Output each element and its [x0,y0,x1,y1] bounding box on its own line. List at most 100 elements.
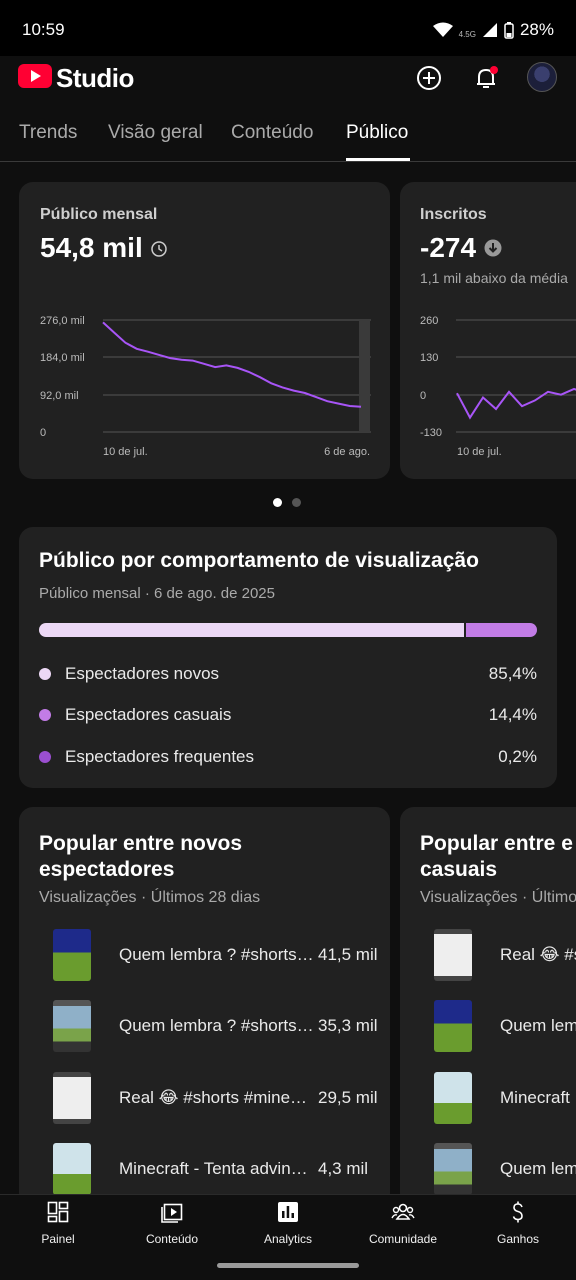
status-time: 10:59 [22,20,65,39]
card-title: Público por comportamento de visualizaçã… [39,549,479,572]
studio-logo[interactable]: Studio [18,63,134,94]
video-views: 4,3 mil [318,1159,369,1178]
active-tab-indicator [346,158,410,161]
nav-label: Ganhos [496,1232,540,1246]
video-row[interactable]: Real 😂 #shorts #minecraft 29,5 mil [53,1070,393,1126]
tab-overview[interactable]: Visão geral [108,122,203,143]
y-tick-label: 0 [40,427,46,439]
video-thumbnail [53,1000,91,1052]
create-button[interactable] [411,62,447,98]
subscribers-chart: 260 130 0 -130 10 de jul. [420,315,576,458]
legend-label: Espectadores frequentes [65,747,255,766]
subscribers-value: -274 [420,232,502,264]
viewing-behavior-card[interactable]: Público por comportamento de visualizaçã… [19,527,557,788]
video-thumbnail [434,1072,472,1124]
app-bar: Studio [0,56,576,104]
video-title: Quem lembra ? #shorts #minecraft [119,945,315,964]
nav-analytics[interactable]: Analytics [238,1201,338,1246]
legend-label: Espectadores novos [65,664,220,683]
x-tick-label: 10 de jul. [103,446,148,458]
card-label: Público mensal [40,206,158,223]
video-views: 29,5 mil [318,1088,378,1107]
legend-label: Espectadores casuais [65,705,232,724]
gesture-handle[interactable] [217,1263,359,1268]
tab-content[interactable]: Conteúdo [231,122,314,143]
tab-bar: Trends Visão geral Conteúdo Público [0,110,576,162]
subscribers-card[interactable]: Inscritos -274 1,1 mil abaixo da média 2… [400,182,576,479]
nav-label: Painel [41,1232,75,1246]
video-row[interactable]: Quem lembra ? #shorts #minecraft 41,5 mi… [53,927,393,983]
youtube-play-icon [18,64,52,93]
video-row[interactable]: Minecraft [434,1070,576,1126]
monthly-audience-chart: 276,0 mil 184,0 mil 92,0 mil 0 10 de jul… [40,315,371,458]
video-thumbnail [53,929,91,981]
avatar[interactable] [527,62,557,92]
signal-icon [482,22,498,38]
video-thumbnail [53,1072,91,1124]
card-subtitle: Visualizações · Últimos 28 dias [39,889,261,906]
popular-casual-viewers-card[interactable]: Popular entre e casuais Visualizações · … [400,807,576,1207]
community-icon [391,1201,415,1228]
video-title: Quem lembra ? #shorts #minecraft [119,1016,315,1035]
y-tick-label: 184,0 mil [40,352,85,364]
nav-label: Analytics [263,1232,313,1246]
nav-community[interactable]: Comunidade [353,1201,453,1246]
tab-trends[interactable]: Trends [19,122,78,143]
x-tick-label: 10 de jul. [457,446,502,458]
popular-new-viewers-card[interactable]: Popular entre novos espectadores Visuali… [19,807,390,1207]
video-row[interactable]: Minecraft - Tenta advinhar 4,3 mil [53,1141,393,1197]
bar-segment [466,623,537,637]
video-title: Real 😂 #s [500,945,576,964]
video-thumbnail [434,1143,472,1195]
video-row[interactable]: Quem lem [434,998,576,1054]
video-views: 41,5 mil [318,945,378,964]
video-title: Minecraft - Tenta advinhar [119,1159,315,1178]
legend-dot [39,751,51,763]
video-title: Minecraft [500,1088,570,1107]
y-tick-label: 92,0 mil [40,390,79,402]
tab-audience[interactable]: Público [346,122,409,143]
notifications-button[interactable] [468,62,504,98]
bar-segment [39,623,465,637]
card-label: Inscritos [420,206,487,223]
y-tick-label: 276,0 mil [40,315,85,327]
arrow-down-icon [484,232,502,264]
behavior-stacked-bar [39,623,537,637]
metric-value: 54,8 mil [40,232,143,263]
battery-icon [504,21,514,39]
monthly-audience-card[interactable]: Público mensal 54,8 mil 276,0 mil 184,0 … [19,182,390,479]
carousel-dot[interactable] [292,498,301,507]
system-gesture-bar [0,1252,576,1280]
series-line [102,321,362,408]
video-row[interactable]: Quem lem [434,1141,576,1197]
network-type: 4.5G [458,29,476,39]
video-title: Quem lem [500,1159,576,1178]
status-icons: 4.5G 28% [432,20,554,40]
monthly-audience-value: 54,8 mil [40,232,167,264]
video-thumbnail [53,1143,91,1195]
legend-item: Espectadores casuais 14,4% [39,703,537,727]
nav-dashboard[interactable]: Painel [8,1201,108,1246]
clock-icon [150,232,167,264]
carousel-dot[interactable] [273,498,282,507]
card-title: Popular entre novos espectadores [39,832,243,881]
status-bar: 10:59 4.5G 28% [0,0,576,56]
video-row[interactable]: Quem lembra ? #shorts #minecraft 35,3 mi… [53,998,393,1054]
metric-value: -274 [420,232,477,263]
legend-item: Espectadores novos 85,4% [39,662,537,686]
nav-content[interactable]: Conteúdo [122,1201,222,1246]
legend-value: 85,4% [488,664,537,683]
nav-earnings[interactable]: Ganhos [468,1201,568,1246]
nav-label: Conteúdo [145,1232,199,1246]
legend-item: Espectadores frequentes 0,2% [39,745,537,769]
earnings-icon [507,1201,529,1228]
video-row[interactable]: Real 😂 #s [434,927,576,983]
y-tick-label: -130 [420,427,442,439]
card-subtitle: Visualizações · Últimos [420,889,576,906]
bottom-navigation: Painel Conteúdo Analytics Comunidade Gan… [0,1194,576,1252]
logo-text: Studio [56,63,134,93]
card-subtitle: Público mensal · 6 de ago. de 2025 [39,585,275,602]
y-tick-label: 0 [420,390,426,402]
wifi-icon [432,22,453,38]
content-icon [161,1201,183,1228]
